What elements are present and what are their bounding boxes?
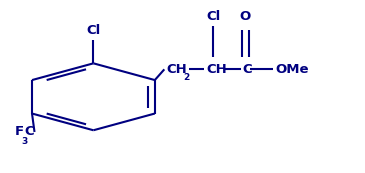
Text: C: C: [242, 63, 252, 76]
Text: OMe: OMe: [275, 63, 309, 76]
Text: O: O: [240, 10, 251, 23]
Text: Cl: Cl: [206, 10, 220, 23]
Text: 3: 3: [21, 137, 27, 146]
Text: F: F: [15, 125, 24, 138]
Text: C: C: [25, 125, 34, 138]
Text: CH: CH: [166, 63, 187, 76]
Text: Cl: Cl: [86, 24, 100, 37]
Text: 2: 2: [183, 73, 189, 82]
Text: CH: CH: [206, 63, 227, 76]
